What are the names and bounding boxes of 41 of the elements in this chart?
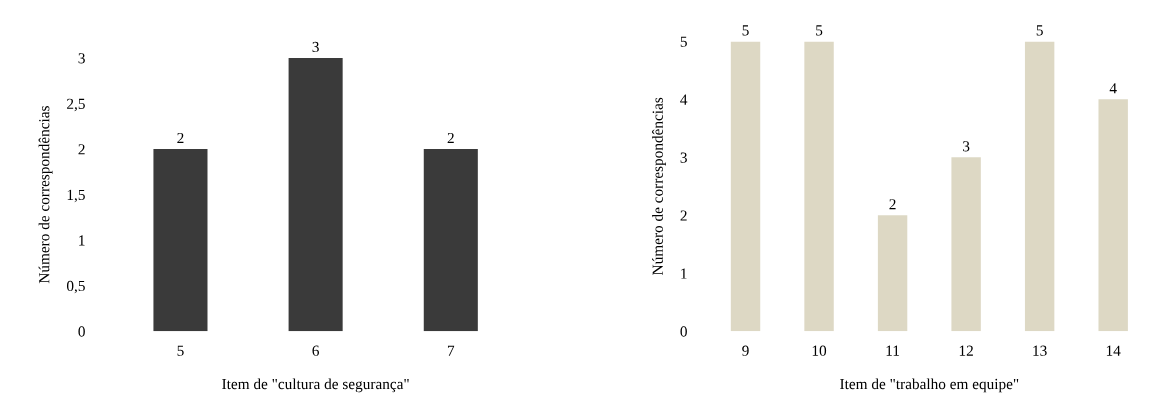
x-tick-label: 13 xyxy=(1033,345,1047,356)
y-tick-label: 2 xyxy=(78,144,85,155)
data-label: 5 xyxy=(816,25,823,36)
y-tick-label: 1 xyxy=(681,268,687,279)
y-axis-title: Número de correspondências xyxy=(652,97,666,275)
y-tick-label: 0 xyxy=(78,326,85,337)
data-label: 3 xyxy=(312,41,319,53)
bar xyxy=(730,41,761,332)
y-tick-label: 5 xyxy=(680,36,687,47)
bar xyxy=(804,41,834,332)
bar xyxy=(1098,99,1128,332)
x-tick-label: 6 xyxy=(312,345,319,356)
data-label: 5 xyxy=(742,25,749,36)
data-label: 2 xyxy=(447,132,454,144)
y-tick-label: 3 xyxy=(78,53,85,64)
x-tick-label: 12 xyxy=(959,345,973,356)
data-label: 2 xyxy=(889,199,896,210)
data-label: 2 xyxy=(177,132,184,144)
y-tick-label: 3 xyxy=(680,152,687,163)
x-tick-label: 9 xyxy=(742,345,749,356)
y-tick-label: 2 xyxy=(680,210,687,221)
bar xyxy=(877,215,908,332)
y-tick-label: 2,5 xyxy=(67,98,85,112)
y-tick-label: 1 xyxy=(79,235,85,246)
bar xyxy=(951,157,981,332)
y-tick-label: 4 xyxy=(680,94,688,105)
y-axis-title: Número de correspondências xyxy=(38,106,53,284)
data-label: 4 xyxy=(1109,83,1117,94)
x-tick-label: 10 xyxy=(812,345,827,356)
data-label: 5 xyxy=(1036,25,1043,36)
x-tick-label: 7 xyxy=(447,345,455,356)
data-label: 3 xyxy=(963,141,970,152)
x-axis-title: Item de "trabalho em equipe" xyxy=(840,378,1019,393)
x-tick-label: 14 xyxy=(1106,345,1121,356)
x-tick-label: 5 xyxy=(177,345,184,356)
x-tick-label: 11 xyxy=(886,345,900,356)
x-axis-title: Item de "cultura de segurança" xyxy=(222,378,409,393)
y-tick-label: 0 xyxy=(680,326,687,337)
y-tick-label: 0,5 xyxy=(66,280,85,294)
bar xyxy=(1024,41,1055,332)
y-tick-label: 1,5 xyxy=(67,189,85,203)
